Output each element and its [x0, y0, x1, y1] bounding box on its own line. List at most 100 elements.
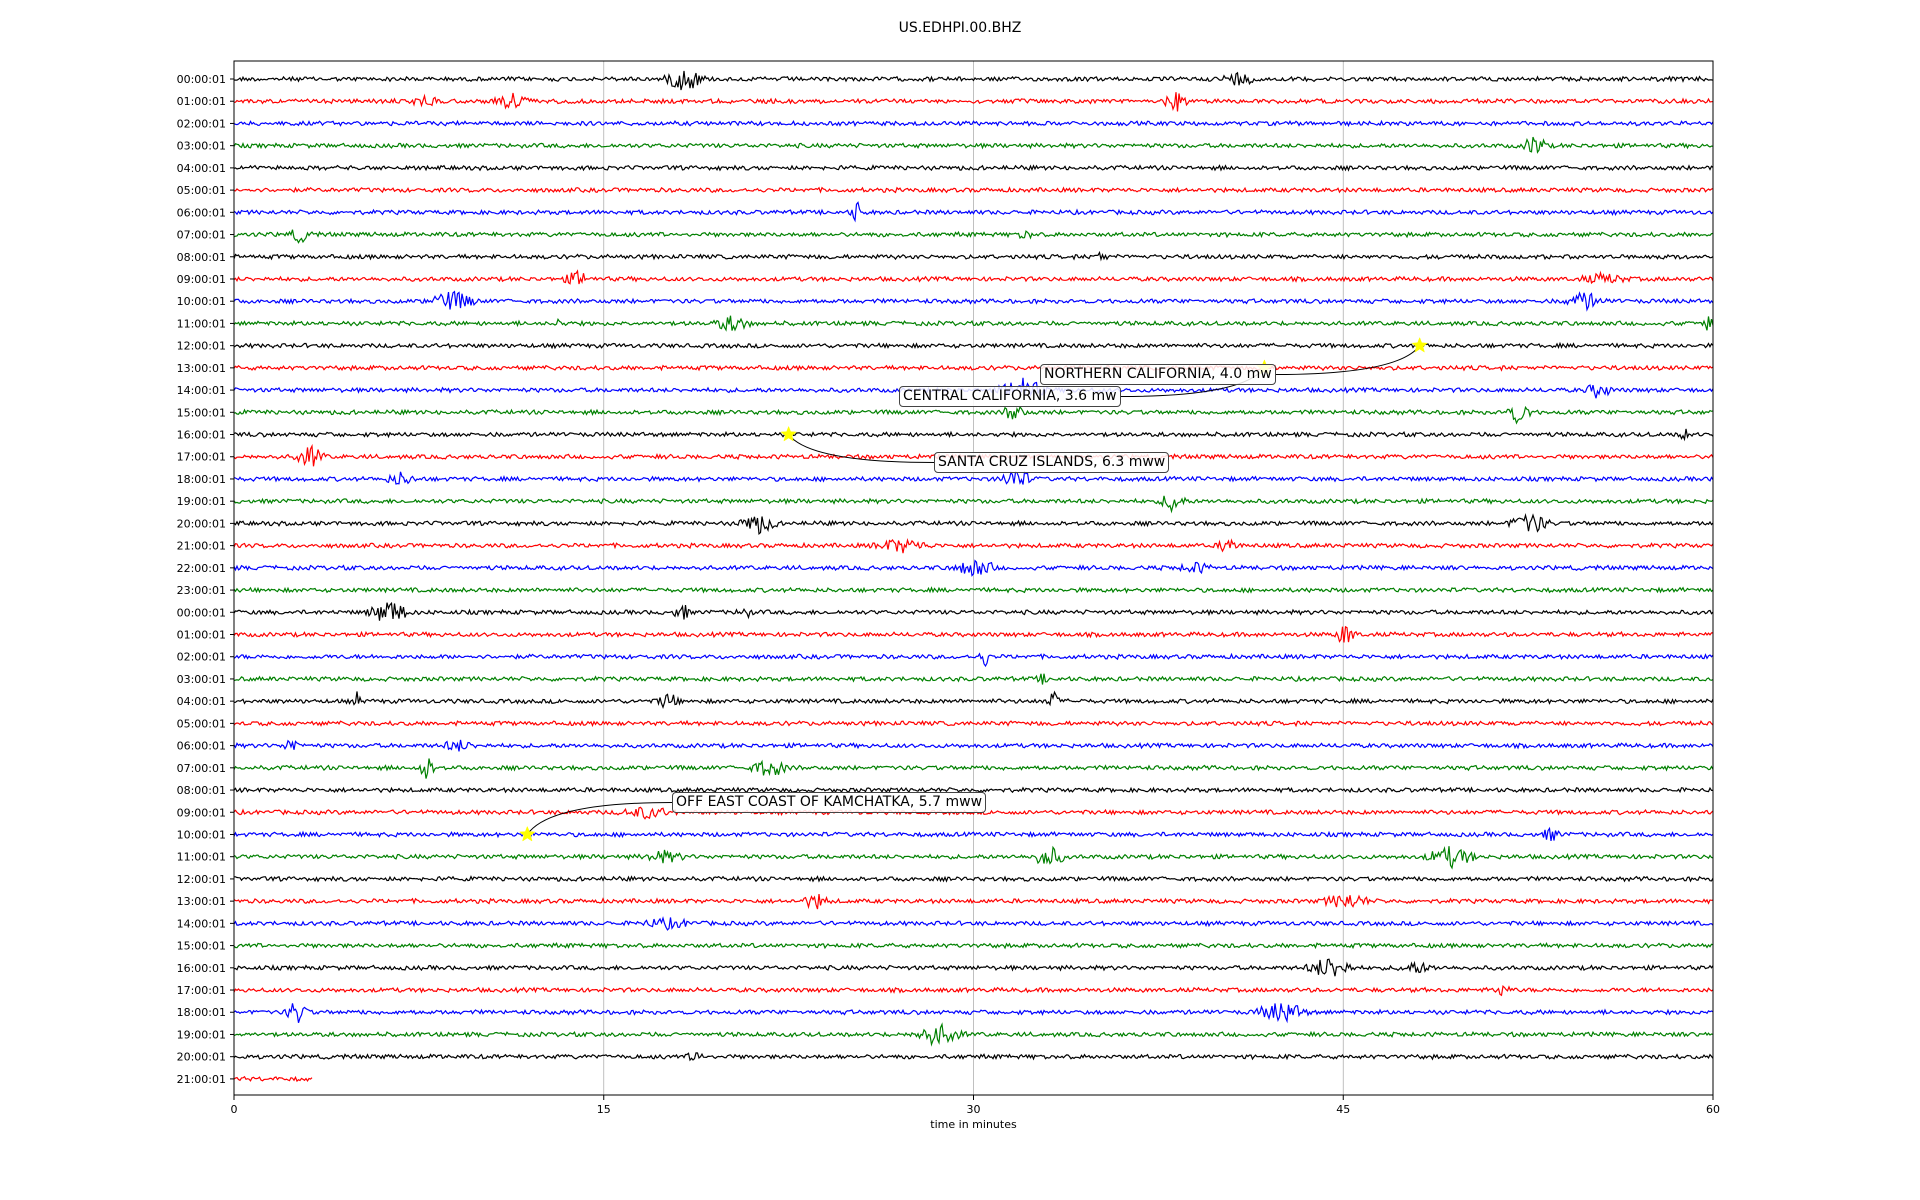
row-tick-label: 07:00:01	[177, 229, 226, 242]
row-tick-label: 05:00:01	[177, 717, 226, 730]
trace-row-2	[233, 119, 1714, 128]
trace-row-39	[233, 942, 1714, 950]
trace-row-35	[233, 845, 1714, 870]
trace-row-20	[233, 512, 1714, 535]
trace-row-15	[233, 405, 1714, 425]
row-tick-label: 04:00:01	[177, 695, 226, 708]
row-tick-label: 11:00:01	[177, 851, 226, 864]
x-axis-label: time in minutes	[930, 1118, 1017, 1131]
x-tick-label: 30	[967, 1103, 981, 1116]
annotation-connector	[788, 434, 935, 463]
event-star-marker	[780, 425, 797, 442]
annotation-connector	[1275, 345, 1421, 375]
trace-row-10	[233, 290, 1714, 312]
row-tick-label: 10:00:01	[177, 295, 226, 308]
trace-row-29	[233, 719, 1714, 728]
trace-row-28	[233, 690, 1714, 709]
trace-row-19	[233, 495, 1714, 514]
row-tick-label: 09:00:01	[177, 806, 226, 819]
row-tick-label: 13:00:01	[177, 895, 226, 908]
row-tick-label: 12:00:01	[177, 340, 226, 353]
trace-row-40	[233, 958, 1714, 977]
row-tick-label: 15:00:01	[177, 940, 226, 953]
trace-row-44	[233, 1052, 1714, 1062]
row-tick-label: 08:00:01	[177, 251, 226, 264]
trace-row-43	[233, 1022, 1714, 1047]
trace-row-31	[233, 758, 1714, 779]
x-tick-label: 45	[1336, 1103, 1350, 1116]
trace-row-7	[233, 229, 1714, 244]
row-tick-label: 13:00:01	[177, 362, 226, 375]
trace-row-37	[233, 894, 1714, 910]
trace-row-4	[233, 164, 1714, 172]
x-tick-label: 60	[1706, 1103, 1720, 1116]
trace-row-33	[233, 806, 1714, 820]
trace-row-27	[233, 673, 1714, 685]
row-tick-label: 17:00:01	[177, 451, 226, 464]
event-annotation: OFF EAST COAST OF KAMCHATKA, 5.7 mww	[672, 792, 987, 813]
trace-row-11	[233, 315, 1714, 332]
trace-row-38	[233, 916, 1714, 931]
row-tick-label: 18:00:01	[177, 1006, 226, 1019]
trace-row-36	[234, 875, 1714, 883]
trace-row-21	[233, 537, 1714, 554]
trace-row-34	[233, 826, 1714, 841]
event-star-marker	[1411, 336, 1428, 353]
trace-row-0	[233, 70, 1714, 91]
row-tick-label: 19:00:01	[177, 495, 226, 508]
trace-row-18	[233, 470, 1714, 485]
trace-row-1	[233, 92, 1714, 112]
trace-row-6	[233, 201, 1714, 223]
trace-row-13	[233, 364, 1714, 372]
chart-title: US.EDHPI.00.BHZ	[898, 20, 1022, 36]
row-tick-label: 07:00:01	[177, 762, 226, 775]
row-tick-label: 20:00:01	[177, 1051, 226, 1064]
trace-row-9	[233, 269, 1714, 285]
trace-row-45	[233, 1075, 313, 1083]
row-tick-label: 12:00:01	[177, 873, 226, 886]
row-tick-label: 15:00:01	[177, 406, 226, 419]
row-tick-label: 17:00:01	[177, 984, 226, 997]
row-tick-label: 01:00:01	[177, 95, 226, 108]
row-tick-label: 04:00:01	[177, 162, 226, 175]
row-tick-label: 23:00:01	[177, 584, 226, 597]
row-tick-label: 08:00:01	[177, 784, 226, 797]
annotation-connector	[526, 802, 673, 835]
row-tick-label: 00:00:01	[177, 73, 226, 86]
trace-row-5	[233, 186, 1714, 194]
row-tick-label: 05:00:01	[177, 184, 226, 197]
event-annotation: SANTA CRUZ ISLANDS, 6.3 mww	[934, 452, 1170, 473]
row-tick-label: 02:00:01	[177, 117, 226, 130]
row-tick-label: 06:00:01	[177, 740, 226, 753]
row-tick-label: 18:00:01	[177, 473, 226, 486]
trace-row-22	[233, 559, 1714, 577]
row-tick-label: 11:00:01	[177, 317, 226, 330]
event-star-marker	[519, 825, 536, 842]
trace-row-12	[233, 341, 1714, 350]
event-annotation: CENTRAL CALIFORNIA, 3.6 mw	[899, 386, 1121, 407]
row-tick-label: 19:00:01	[177, 1028, 226, 1041]
trace-row-30	[233, 739, 1714, 752]
trace-row-42	[233, 1003, 1714, 1024]
trace-row-3	[233, 136, 1714, 154]
row-tick-label: 09:00:01	[177, 273, 226, 286]
trace-row-26	[233, 652, 1714, 668]
row-tick-label: 03:00:01	[177, 673, 226, 686]
row-tick-label: 21:00:01	[177, 1073, 226, 1086]
trace-row-24	[233, 601, 1714, 621]
row-tick-label: 22:00:01	[177, 562, 226, 575]
row-tick-label: 14:00:01	[177, 384, 226, 397]
trace-row-8	[233, 250, 1714, 262]
trace-row-25	[233, 625, 1713, 643]
row-tick-label: 02:00:01	[177, 651, 226, 664]
row-tick-label: 00:00:01	[177, 606, 226, 619]
x-tick-label: 15	[597, 1103, 611, 1116]
x-tick-label: 0	[231, 1103, 238, 1116]
row-tick-label: 21:00:01	[177, 540, 226, 553]
row-tick-label: 20:00:01	[177, 517, 226, 530]
row-tick-label: 10:00:01	[177, 828, 226, 841]
row-tick-label: 01:00:01	[177, 629, 226, 642]
trace-row-41	[233, 985, 1714, 997]
event-annotation: NORTHERN CALIFORNIA, 4.0 mw	[1040, 364, 1276, 385]
